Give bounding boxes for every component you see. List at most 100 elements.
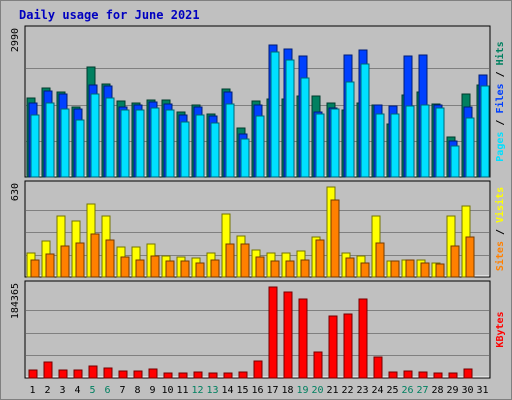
panel-kbytes: 184365 KBytes [10, 280, 506, 379]
bar-sites-day-10 [165, 260, 175, 278]
legend-kbytes: KBytes [495, 311, 506, 347]
bar-sites-day-29 [450, 245, 460, 278]
bar-pages-day-15 [240, 138, 250, 178]
legend-kbytes: KBytes [495, 311, 506, 347]
bar-kbytes-day-21 [328, 315, 338, 379]
x-tick-day-21: 21 [326, 385, 338, 396]
bar-pages-day-12 [195, 114, 205, 178]
bar-pages-day-26 [405, 105, 415, 178]
bar-pages-day-20 [315, 113, 325, 178]
bar-pages-day-27 [420, 104, 430, 178]
bar-pages-day-5 [90, 93, 100, 178]
bar-kbytes-day-19 [298, 298, 308, 379]
x-tick-day-17: 17 [266, 385, 278, 396]
bar-sites-day-23 [360, 262, 370, 278]
bar-sites-day-4 [75, 242, 85, 278]
bar-pages-day-28 [435, 107, 445, 178]
bar-sites-day-24 [375, 242, 385, 278]
bar-pages-day-19 [300, 77, 310, 178]
legend-sites: Sites [494, 241, 506, 271]
bar-kbytes-day-9 [148, 368, 158, 379]
bar-pages-day-29 [450, 145, 460, 178]
x-tick-day-28: 28 [431, 385, 443, 396]
bar-kbytes-day-23 [358, 298, 368, 379]
bar-kbytes-day-11 [178, 372, 188, 379]
x-tick-day-18: 18 [281, 385, 293, 396]
x-tick-day-4: 4 [74, 385, 80, 396]
x-tick-day-2: 2 [44, 385, 50, 396]
x-tick-day-3: 3 [59, 385, 65, 396]
bar-sites-day-11 [180, 260, 190, 278]
bar-pages-day-17 [270, 51, 280, 178]
y-max-label: 630 [10, 183, 21, 201]
bar-sites-day-6 [105, 239, 115, 278]
bar-kbytes-day-17 [268, 286, 278, 379]
x-tick-day-25: 25 [386, 385, 398, 396]
bar-sites-day-21 [330, 199, 340, 278]
bar-sites-day-18 [285, 260, 295, 278]
bar-kbytes-day-12 [193, 371, 203, 379]
bar-kbytes-day-24 [373, 356, 383, 379]
x-tick-day-26: 26 [401, 385, 413, 396]
bar-kbytes-day-15 [238, 371, 248, 379]
bar-pages-day-14 [225, 103, 235, 178]
x-tick-day-29: 29 [446, 385, 458, 396]
bar-pages-day-8 [135, 109, 145, 178]
x-tick-day-20: 20 [311, 385, 323, 396]
bar-sites-day-3 [60, 245, 70, 278]
bar-kbytes-day-26 [403, 370, 413, 379]
bar-sites-day-15 [240, 243, 250, 278]
bar-sites-day-28 [435, 263, 445, 278]
x-tick-day-5: 5 [89, 385, 95, 396]
x-tick-day-15: 15 [236, 385, 248, 396]
bar-kbytes-day-30 [463, 368, 473, 379]
bar-sites-day-14 [225, 243, 235, 278]
bar-kbytes-day-14 [223, 372, 233, 379]
bar-kbytes-day-5 [88, 365, 98, 379]
bar-sites-day-8 [135, 259, 145, 278]
legend-visits_sites: Sites / Visits [494, 187, 506, 271]
bar-sites-day-7 [120, 256, 130, 278]
bar-pages-day-9 [150, 107, 160, 178]
bar-pages-day-6 [105, 97, 115, 178]
bar-kbytes-day-22 [343, 313, 353, 379]
bar-pages-day-11 [180, 121, 190, 178]
bar-pages-day-23 [360, 63, 370, 178]
x-tick-day-14: 14 [221, 385, 233, 396]
bar-kbytes-day-7 [118, 370, 128, 379]
legend-files: Files [494, 83, 506, 113]
bar-sites-day-26 [405, 259, 415, 278]
x-tick-day-13: 13 [206, 385, 218, 396]
legend-hits: Hits [494, 41, 506, 65]
x-tick-day-6: 6 [104, 385, 110, 396]
bar-pages-day-7 [120, 109, 130, 178]
bar-sites-day-20 [315, 239, 325, 278]
panels: 2990 Pages / Files / Hits 630 Sites / Visit… [10, 25, 506, 379]
bar-kbytes-day-10 [163, 372, 173, 379]
bar-kbytes-day-3 [58, 369, 68, 379]
bar-pages-day-24 [375, 113, 385, 178]
bar-sites-day-16 [255, 256, 265, 278]
bar-kbytes-day-25 [388, 371, 398, 379]
legend-separator: / [495, 114, 506, 132]
x-tick-day-7: 7 [119, 385, 125, 396]
bar-pages-day-25 [390, 113, 400, 178]
bar-pages-day-21 [330, 108, 340, 178]
legend-separator: / [495, 223, 506, 241]
legend-separator: / [495, 65, 506, 83]
x-axis-day-labels: 1 2 3 4 5 6 7 8 9 10 11 12 13 14 15 16 17 18 19 20 21 22 23 24 2… [29, 385, 488, 396]
bar-kbytes-day-13 [208, 372, 218, 379]
x-tick-day-12: 12 [191, 385, 203, 396]
bar-sites-day-2 [45, 253, 55, 278]
bar-kbytes-day-1 [28, 369, 38, 379]
panel-hits_files_pages: 2990 Pages / Files / Hits [10, 25, 506, 178]
bar-sites-day-9 [150, 255, 160, 278]
bar-kbytes-day-4 [73, 369, 83, 379]
bar-kbytes-day-16 [253, 360, 263, 379]
bar-pages-day-1 [30, 114, 40, 178]
x-tick-day-22: 22 [341, 385, 353, 396]
bar-sites-day-1 [30, 259, 40, 278]
bar-sites-day-17 [270, 260, 280, 278]
x-tick-day-1: 1 [29, 385, 35, 396]
x-tick-day-11: 11 [176, 385, 188, 396]
